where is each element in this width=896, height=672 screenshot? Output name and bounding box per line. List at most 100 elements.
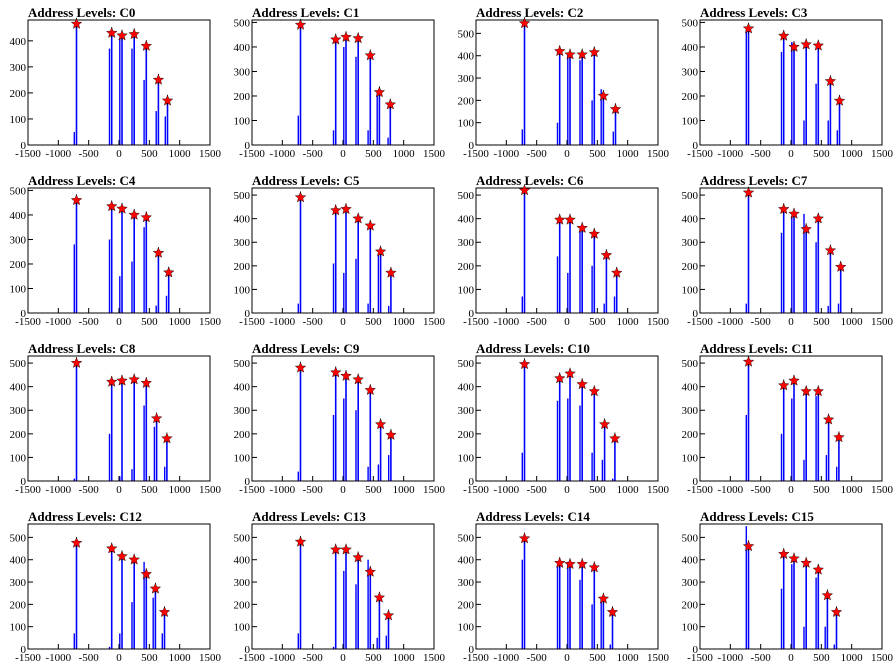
- peak-marker: [70, 17, 83, 29]
- peak-marker: [588, 46, 601, 58]
- x-tick-label: -1000: [269, 148, 295, 160]
- histogram-panel: 0 100 200 300 400 500 -1500 -1000 -500 0 500 1000 15…: [224, 0, 448, 168]
- peak-marker: [294, 18, 307, 30]
- y-tick-label: 0: [245, 140, 251, 152]
- peak-marker: [564, 48, 576, 60]
- x-tick-label: -1000: [45, 652, 71, 664]
- x-tick-label: -1500: [15, 652, 41, 664]
- histogram-panel: 0 100 200 300 400 500 -1500 -1000 -500 0 500 1000 15…: [672, 168, 896, 336]
- peak-marker: [364, 49, 377, 61]
- x-tick-label: 1500: [647, 484, 670, 496]
- x-tick-label: 1500: [423, 652, 446, 664]
- y-tick-label: 300: [234, 237, 251, 249]
- plot-frame: [475, 355, 659, 482]
- y-tick-label: 500: [10, 532, 27, 544]
- y-tick-label: 100: [458, 284, 475, 296]
- x-tick-label: -500: [79, 652, 100, 664]
- plot-frame: [475, 19, 659, 146]
- x-tick-label: 1000: [617, 316, 640, 328]
- x-tick-label: 1500: [647, 316, 670, 328]
- peak-marker: [788, 207, 800, 219]
- y-tick-label: 300: [682, 405, 699, 417]
- peak-marker: [824, 244, 837, 256]
- x-tick-label: 1500: [871, 148, 894, 160]
- y-tick-label: 400: [234, 382, 251, 394]
- y-tick-label: 400: [234, 214, 251, 226]
- histogram-panel: 0 100 200 300 400 500 -1500 -1000 -500 0 500 1000 15…: [0, 168, 224, 336]
- histogram-panel: 0 100 200 300 400 500 -1500 -1000 -500 0 500 1000 15…: [672, 504, 896, 672]
- x-tick-label: -1000: [717, 316, 743, 328]
- y-tick-label: 500: [234, 532, 251, 544]
- y-tick-label: 0: [693, 308, 699, 320]
- peak-marker: [116, 374, 128, 386]
- x-tick-label: -500: [79, 316, 100, 328]
- peak-marker: [128, 373, 140, 385]
- x-tick-label: -500: [303, 148, 324, 160]
- y-tick-label: 0: [245, 644, 251, 656]
- plot-frame: [475, 187, 659, 314]
- y-tick-label: 200: [682, 261, 699, 273]
- peak-marker: [329, 204, 342, 216]
- histogram-panel: 0 100 200 300 400 500 -1500 -1000 -500 0 500 1000 15…: [448, 0, 672, 168]
- x-tick-label: -1500: [15, 148, 41, 160]
- peak-marker: [598, 418, 611, 430]
- y-tick-label: 500: [234, 17, 251, 29]
- panel-title: Address Levels: C7: [700, 173, 808, 188]
- x-tick-label: 500: [589, 484, 606, 496]
- y-tick-label: 100: [458, 622, 475, 634]
- y-tick-label: 300: [458, 237, 475, 249]
- y-tick-label: 100: [682, 115, 699, 127]
- peak-marker: [340, 31, 352, 43]
- x-tick-label: 1000: [393, 316, 416, 328]
- peak-marker: [352, 373, 364, 385]
- x-tick-label: 1500: [199, 148, 222, 160]
- panel-title: Address Levels: C10: [476, 341, 590, 356]
- histogram-plot: 0 100 200 300 400 500 -1500 -1000 -500 0 500 1000 15…: [234, 17, 446, 160]
- x-tick-label: 500: [365, 316, 382, 328]
- x-tick-label: 500: [813, 316, 830, 328]
- x-tick-label: -1500: [463, 148, 489, 160]
- y-tick-label: 400: [10, 382, 27, 394]
- y-tick-label: 100: [234, 284, 251, 296]
- peak-marker: [600, 249, 613, 261]
- histogram-plot: 0 100 200 300 400 500 -1500 -1000 -500 0 500 1000 15…: [682, 186, 894, 328]
- y-tick-label: 200: [10, 88, 27, 100]
- y-tick-label: 0: [469, 644, 475, 656]
- y-tick-label: 0: [469, 476, 475, 488]
- y-tick-label: 400: [10, 36, 27, 48]
- plot-frame: [251, 187, 435, 314]
- x-tick-label: -500: [751, 484, 772, 496]
- peak-marker: [553, 557, 566, 568]
- x-tick-label: 1000: [617, 484, 640, 496]
- plot-frame: [699, 523, 883, 650]
- x-tick-label: -1000: [493, 148, 519, 160]
- peak-marker: [833, 431, 845, 443]
- x-tick-label: 0: [788, 652, 794, 664]
- y-tick-label: 200: [682, 599, 699, 611]
- panel-title: Address Levels: C1: [252, 5, 360, 20]
- peak-marker: [105, 542, 118, 554]
- y-tick-label: 0: [469, 308, 475, 320]
- y-tick-label: 400: [682, 382, 699, 394]
- peak-marker: [800, 385, 812, 397]
- x-tick-label: 0: [340, 484, 346, 496]
- x-tick-label: 1000: [393, 652, 416, 664]
- y-tick-label: 100: [10, 283, 27, 295]
- y-tick-label: 300: [234, 405, 251, 417]
- x-tick-label: -500: [751, 652, 772, 664]
- x-tick-label: 0: [340, 652, 346, 664]
- peak-marker: [518, 358, 531, 370]
- plot-frame: [251, 19, 435, 146]
- x-tick-label: 500: [813, 652, 830, 664]
- x-tick-label: 1500: [647, 652, 670, 664]
- y-tick-label: 200: [458, 95, 475, 107]
- histogram-plot: 0 100 200 300 400 500 -1500 -1000 -500 0 500 1000 15…: [458, 184, 670, 328]
- peak-marker: [788, 40, 800, 52]
- plot-frame: [699, 355, 883, 482]
- histogram-plot: 0 100 200 300 400 500 -1500 -1000 -500 0 500 1000 15…: [234, 523, 446, 664]
- y-tick-label: 500: [234, 190, 251, 202]
- peak-marker: [788, 374, 800, 386]
- y-tick-label: 300: [458, 405, 475, 417]
- x-tick-label: 500: [365, 148, 382, 160]
- peak-marker: [812, 212, 825, 224]
